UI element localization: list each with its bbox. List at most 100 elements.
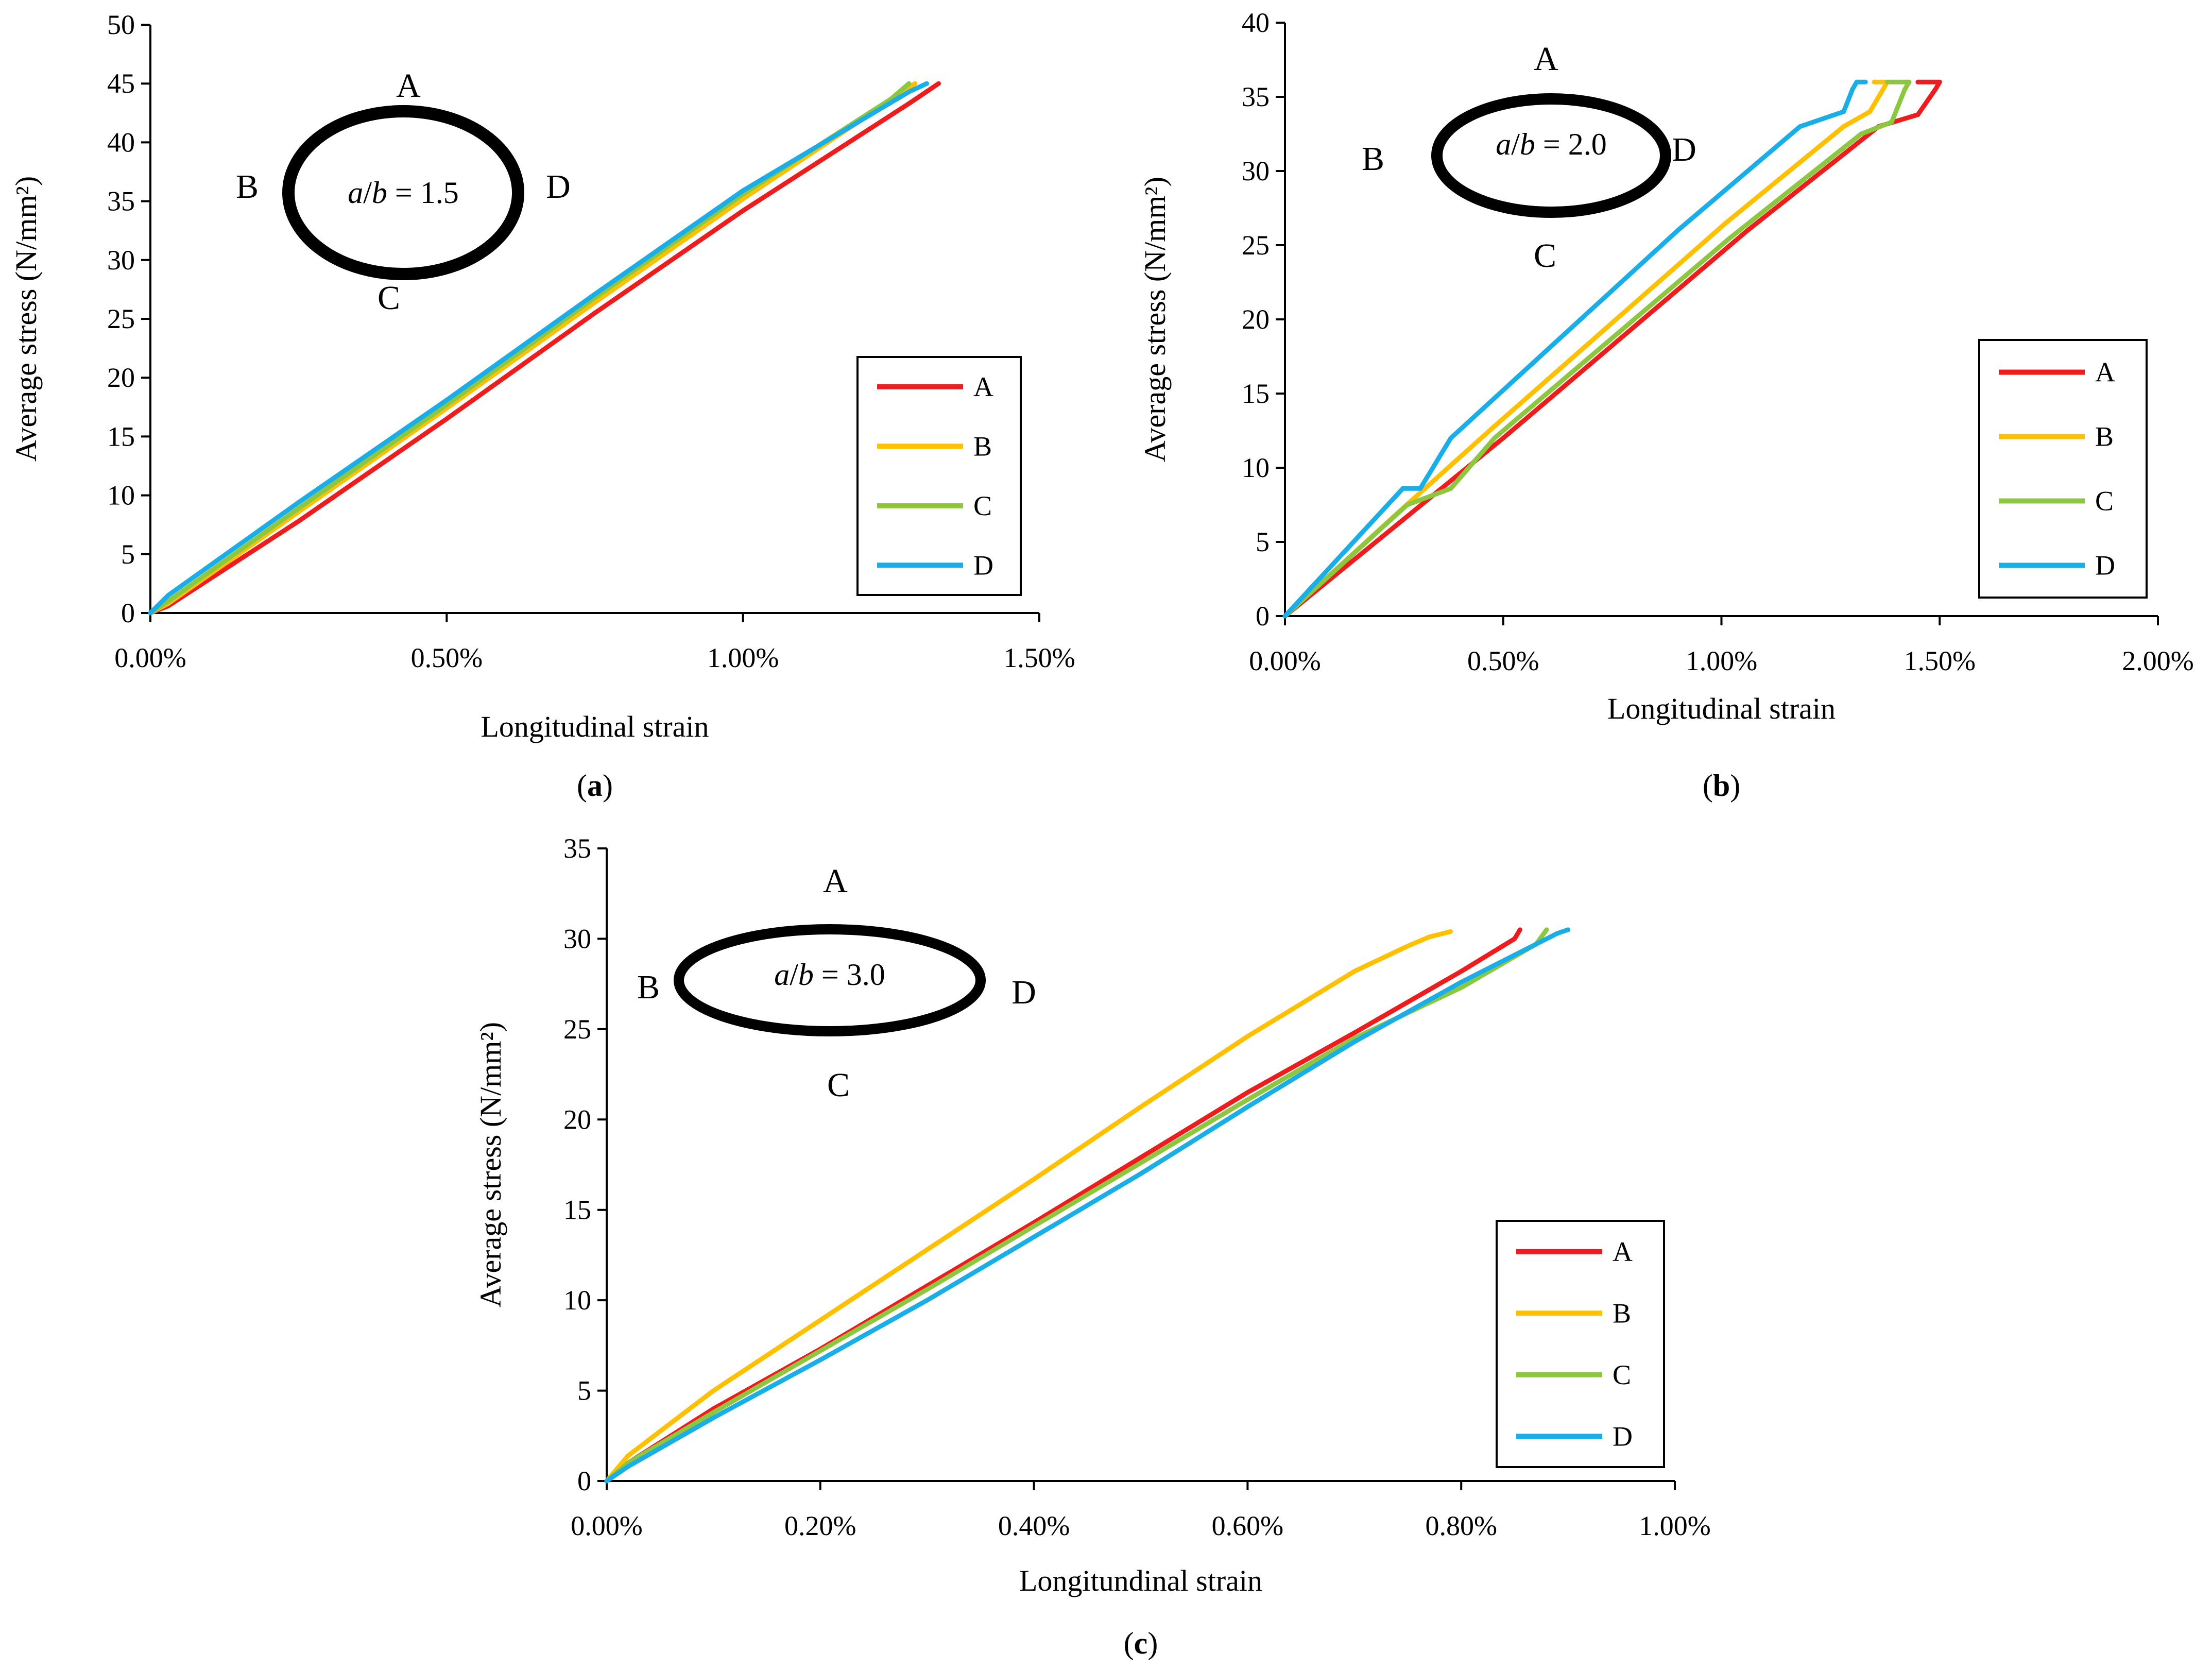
data-point-C bbox=[1902, 87, 1907, 92]
x-tick-label: 0.60% bbox=[1212, 1510, 1283, 1541]
ratio-value: = 2.0 bbox=[1535, 127, 1607, 161]
data-point-D bbox=[924, 81, 929, 86]
ratio-var-a: a bbox=[1496, 127, 1511, 161]
data-point-A bbox=[1245, 1090, 1250, 1095]
data-point-C bbox=[711, 1410, 716, 1415]
legend-label-A: A bbox=[973, 371, 993, 402]
data-point-D bbox=[1245, 1104, 1250, 1110]
panel-label: (c) bbox=[1124, 1626, 1158, 1660]
data-point-B bbox=[1138, 1104, 1143, 1110]
data-point-B bbox=[818, 1318, 823, 1323]
data-point-D bbox=[592, 292, 597, 297]
data-point-D bbox=[148, 610, 153, 616]
y-tick-label: 50 bbox=[107, 9, 135, 40]
data-point-C bbox=[1859, 131, 1864, 137]
data-point-D bbox=[296, 500, 301, 505]
data-point-A bbox=[444, 416, 449, 421]
y-tick-label: 15 bbox=[107, 421, 135, 452]
data-point-A bbox=[1138, 1155, 1143, 1160]
y-tick-label: 45 bbox=[107, 68, 135, 99]
data-point-B bbox=[1405, 944, 1410, 948]
data-point-C bbox=[818, 1348, 823, 1353]
y-tick-label: 40 bbox=[107, 127, 135, 158]
data-point-B bbox=[1427, 934, 1432, 940]
data-point-A bbox=[1933, 87, 1938, 92]
x-axis-label: Longitudinal strain bbox=[481, 710, 709, 743]
data-point-C bbox=[1032, 1223, 1037, 1229]
series-line-D bbox=[604, 927, 1571, 1484]
y-axis-label: Average stress (N/mm²) bbox=[1138, 177, 1172, 462]
y-tick-label: 15 bbox=[563, 1195, 591, 1225]
data-point-B bbox=[1032, 1177, 1037, 1182]
series-line-A bbox=[604, 927, 1522, 1484]
data-point-C bbox=[1889, 120, 1894, 125]
x-tick-label: 1.00% bbox=[1639, 1510, 1710, 1541]
y-tick-label: 20 bbox=[1242, 304, 1270, 335]
data-point-D bbox=[1138, 1171, 1143, 1176]
y-tick-label: 5 bbox=[577, 1375, 591, 1406]
legend-label-C: C bbox=[973, 490, 992, 521]
data-point-D bbox=[1841, 109, 1846, 114]
data-point-C bbox=[1492, 435, 1497, 440]
data-point-D bbox=[1863, 79, 1868, 84]
ellipse-label-bottom: C bbox=[1534, 237, 1556, 275]
series-line-D bbox=[1282, 79, 1868, 619]
data-point-D bbox=[818, 1357, 823, 1363]
data-point-D bbox=[906, 89, 912, 94]
data-point-D bbox=[626, 1464, 630, 1469]
data-point-A bbox=[592, 311, 597, 316]
data-point-D bbox=[604, 1478, 609, 1484]
data-point-B bbox=[924, 1247, 930, 1252]
y-tick-label: 40 bbox=[1242, 7, 1270, 38]
series-line-C bbox=[1282, 79, 1912, 619]
ratio-var-a: a bbox=[348, 176, 363, 210]
data-point-A bbox=[1745, 228, 1750, 233]
data-point-C bbox=[906, 81, 912, 86]
y-tick-label: 25 bbox=[107, 303, 135, 334]
data-point-C bbox=[1885, 79, 1890, 84]
x-tick-label: 0.00% bbox=[571, 1510, 642, 1541]
data-point-A bbox=[741, 208, 746, 213]
data-point-D bbox=[924, 1298, 930, 1303]
y-axis-label: Average stress (N/mm²) bbox=[474, 1022, 507, 1307]
data-point-A bbox=[1459, 969, 1464, 974]
series-line-C bbox=[604, 927, 1549, 1484]
ratio-var-b: b bbox=[1520, 127, 1535, 161]
data-point-D bbox=[1566, 927, 1571, 932]
x-axis-label: Longitundinal strain bbox=[1019, 1564, 1262, 1597]
ratio-var-a: a bbox=[774, 958, 790, 992]
cross-section-ellipse bbox=[674, 924, 986, 1036]
data-point-C bbox=[1907, 79, 1912, 84]
x-axis-label: Longitudinal strain bbox=[1607, 692, 1836, 725]
data-point-C bbox=[1448, 486, 1453, 491]
ratio-value: = 3.0 bbox=[814, 958, 885, 992]
panel-label-letter: b bbox=[1713, 769, 1730, 803]
panel-label-open: ( bbox=[1703, 769, 1713, 803]
legend-box bbox=[1496, 1220, 1665, 1468]
legend-label-C: C bbox=[2095, 486, 2114, 517]
data-point-D bbox=[444, 398, 449, 403]
y-tick-label: 30 bbox=[1242, 156, 1270, 186]
y-tick-label: 15 bbox=[1242, 378, 1270, 409]
x-tick-label: 0.50% bbox=[1467, 645, 1539, 676]
panel-label-open: ( bbox=[577, 769, 587, 803]
data-point-B bbox=[1872, 79, 1877, 84]
x-tick-label: 0.50% bbox=[411, 642, 483, 673]
y-tick-label: 10 bbox=[107, 480, 135, 511]
y-tick-label: 0 bbox=[577, 1466, 591, 1496]
data-point-C bbox=[296, 506, 301, 511]
data-point-C bbox=[1138, 1161, 1143, 1165]
panel-b: 0 5 10 15 20 25 30 35 40 0.00% 0.50% 1.00% 1.50% 2.00… bbox=[1138, 7, 2194, 803]
legend-box bbox=[1978, 339, 2148, 599]
ratio-var-b: b bbox=[372, 176, 387, 210]
ellipse-label-bottom: C bbox=[378, 279, 400, 317]
ratio-sep: / bbox=[790, 958, 798, 992]
legend-label-C: C bbox=[1613, 1359, 1631, 1390]
y-tick-label: 0 bbox=[1256, 601, 1270, 632]
panel-label-close: ) bbox=[1730, 769, 1740, 803]
x-tick-label: 1.00% bbox=[1686, 645, 1757, 676]
data-point-D bbox=[166, 593, 170, 598]
ellipse-label-left: B bbox=[1362, 140, 1384, 178]
cross-section-ellipse bbox=[282, 105, 524, 280]
